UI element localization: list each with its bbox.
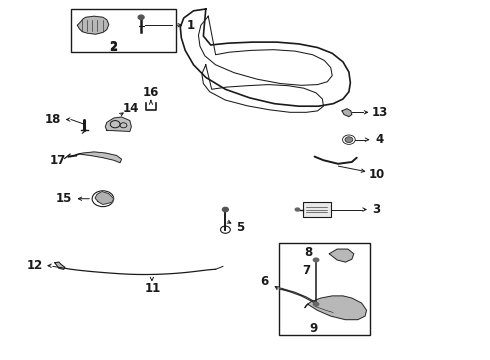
Polygon shape <box>342 109 352 117</box>
Polygon shape <box>74 152 122 163</box>
Text: 5: 5 <box>236 221 244 234</box>
Text: 4: 4 <box>376 133 384 146</box>
Text: 10: 10 <box>368 168 385 181</box>
Text: 8: 8 <box>305 246 313 259</box>
Text: 16: 16 <box>143 86 159 99</box>
Polygon shape <box>105 117 131 131</box>
Circle shape <box>138 15 144 19</box>
Circle shape <box>313 302 319 307</box>
Text: 2: 2 <box>110 41 118 54</box>
Circle shape <box>313 257 319 262</box>
Text: 2: 2 <box>109 40 117 53</box>
Circle shape <box>294 207 300 212</box>
Polygon shape <box>329 249 354 262</box>
Text: 17: 17 <box>49 154 66 167</box>
Text: 3: 3 <box>372 203 380 216</box>
Text: 13: 13 <box>371 106 388 119</box>
Polygon shape <box>279 288 316 307</box>
Text: 1: 1 <box>187 19 195 32</box>
Text: 12: 12 <box>27 259 44 272</box>
Text: 14: 14 <box>123 102 140 114</box>
Circle shape <box>345 137 353 143</box>
Polygon shape <box>77 16 109 34</box>
Circle shape <box>222 207 228 212</box>
Polygon shape <box>55 262 65 269</box>
Polygon shape <box>305 296 367 320</box>
Bar <box>71 9 176 52</box>
Bar <box>279 243 370 335</box>
Polygon shape <box>95 192 114 204</box>
Text: 9: 9 <box>310 322 318 335</box>
Bar <box>303 202 331 217</box>
Text: 18: 18 <box>45 113 61 126</box>
Text: 11: 11 <box>145 282 161 295</box>
Text: 6: 6 <box>261 275 269 288</box>
Text: 7: 7 <box>302 264 310 277</box>
Text: 15: 15 <box>55 192 72 205</box>
